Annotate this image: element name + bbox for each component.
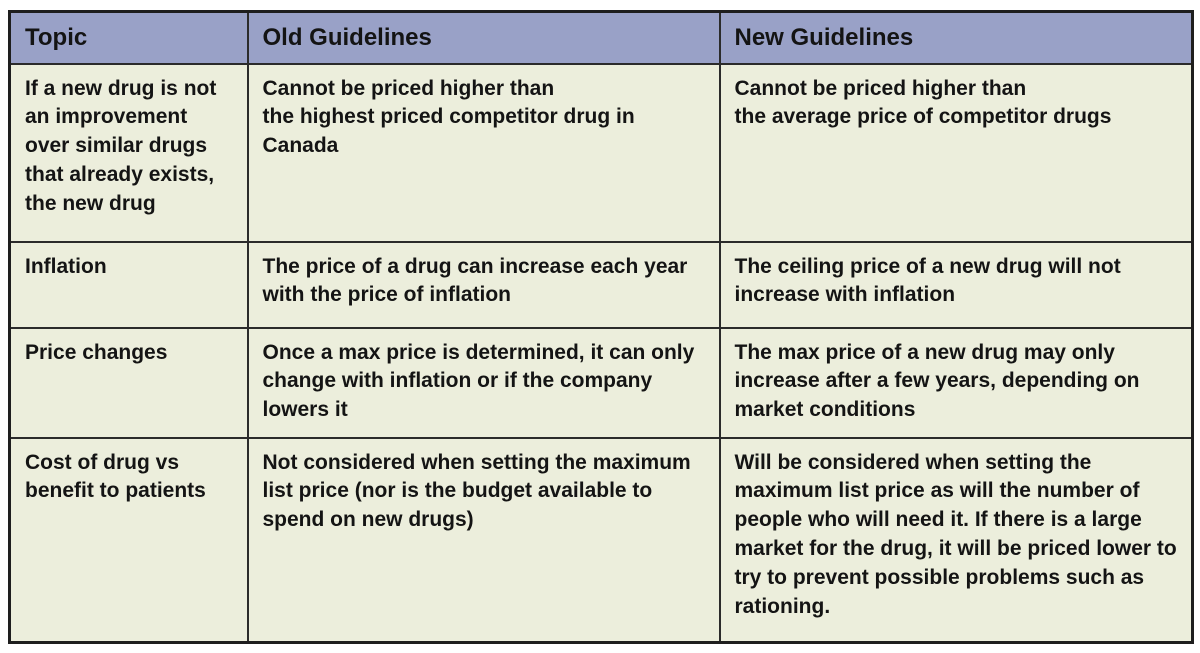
old-guidelines-cell: Once a max price is determined, it can o…: [246, 326, 721, 439]
column-header-topic: Topic: [8, 10, 249, 65]
new-guidelines-cell: The max price of a new drug may only inc…: [718, 326, 1194, 439]
column-header-old-guidelines: Old Guidelines: [246, 10, 721, 65]
topic-cell: If a new drug is not an improvement over…: [8, 62, 249, 243]
guidelines-comparison-table: Topic Old Guidelines New Guidelines If a…: [8, 10, 1194, 644]
table-row: Price changes Once a max price is determ…: [8, 326, 1194, 439]
topic-cell: Inflation: [8, 240, 249, 329]
old-guidelines-cell: Not considered when setting the maximum …: [246, 436, 721, 644]
old-guidelines-cell: Cannot be priced higher than the highest…: [246, 62, 721, 243]
header-row: Topic Old Guidelines New Guidelines: [8, 10, 1194, 65]
old-guidelines-cell: The price of a drug can increase each ye…: [246, 240, 721, 329]
column-header-new-guidelines: New Guidelines: [718, 10, 1194, 65]
table-row: If a new drug is not an improvement over…: [8, 62, 1194, 243]
new-guidelines-cell: The ceiling price of a new drug will not…: [718, 240, 1194, 329]
table-row: Inflation The price of a drug can increa…: [8, 240, 1194, 329]
topic-cell: Cost of drug vs benefit to patients: [8, 436, 249, 644]
new-guidelines-cell: Will be considered when setting the maxi…: [718, 436, 1194, 644]
new-guidelines-cell: Cannot be priced higher than the average…: [718, 62, 1194, 243]
table-row: Cost of drug vs benefit to patients Not …: [8, 436, 1194, 644]
topic-cell: Price changes: [8, 326, 249, 439]
